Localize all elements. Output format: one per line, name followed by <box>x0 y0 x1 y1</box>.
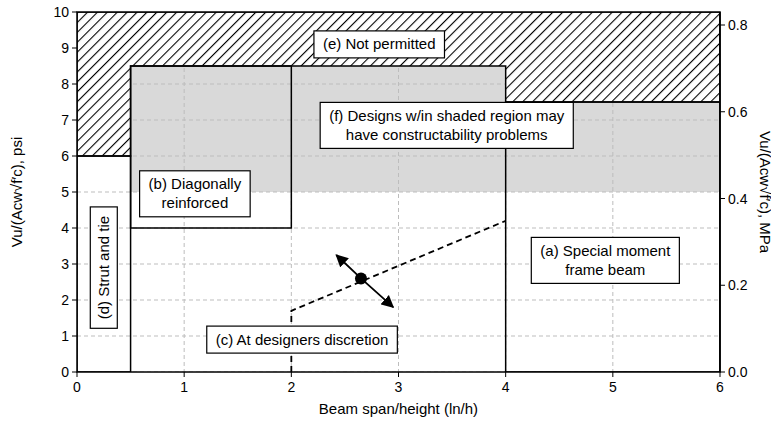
chart: 0 1 2 3 4 5 6 0 1 2 3 4 5 6 7 8 9 10 0.0 0.2 0.4 0.6 0.8 Beam s… <box>0 0 771 433</box>
y2-tick-label: 0.6 <box>728 104 748 120</box>
x-tick <box>720 372 721 377</box>
y-tick <box>72 228 77 229</box>
region-label: (b) Diagonally reinforced <box>140 171 251 217</box>
x-tick <box>505 372 506 377</box>
y2-axis-line <box>719 12 721 372</box>
marker <box>355 272 367 284</box>
region-label-inner: (a) Special moment frame beam <box>531 237 679 283</box>
y-tick-label: 7 <box>61 112 69 128</box>
y-tick-label: 9 <box>61 40 69 56</box>
region-label-box <box>207 326 398 353</box>
x-tick-label: 3 <box>395 379 403 395</box>
x-tick-label: 6 <box>716 379 724 395</box>
region-label: (e) Not permitted <box>314 31 445 58</box>
y-tick <box>72 12 77 13</box>
region-label: (c) At designers discretion <box>207 326 398 353</box>
x-tick-label: 2 <box>287 379 295 395</box>
region-label: (a) Special moment frame beam <box>531 237 679 283</box>
region-label-text: (a) Special moment <box>540 242 671 259</box>
y2-tick-label: 0.0 <box>728 364 748 380</box>
y-tick-label: 6 <box>61 148 69 164</box>
y-tick <box>72 336 77 337</box>
y-tick-label: 8 <box>61 76 69 92</box>
y-grid-line <box>77 156 720 157</box>
x-tick-label: 4 <box>502 379 510 395</box>
region-label: (f) Designs w/in shaded region may have c… <box>320 102 573 148</box>
region-outline <box>131 66 292 228</box>
y-tick-label: 0 <box>61 364 69 380</box>
region-label-box <box>314 31 445 58</box>
plot-frame <box>77 12 720 372</box>
y2-tick-label: 0.2 <box>728 277 748 293</box>
region-label-text: (e) Not permitted <box>323 35 436 52</box>
y-tick <box>72 372 77 373</box>
region-label-inner: (f) Designs w/in shaded region may have c… <box>320 102 573 148</box>
y-tick-label: 1 <box>61 328 69 344</box>
y2-tick-label: 0.8 <box>728 17 748 33</box>
region-label-inner: (d) Strut and tie <box>90 207 117 328</box>
region-label-text: (d) Strut and tie <box>95 216 112 319</box>
y-tick-label: 2 <box>61 292 69 308</box>
y-tick-label: 3 <box>61 256 69 272</box>
x-tick <box>291 372 292 377</box>
region-outline <box>77 156 131 372</box>
region-label-text: have constructability problems <box>346 126 548 143</box>
y-tick-label: 4 <box>61 220 69 236</box>
x-tick <box>612 372 613 377</box>
region-label-text: (f) Designs w/in shaded region may <box>329 107 565 124</box>
region-label-inner: (c) At designers discretion <box>207 326 398 353</box>
region-label-box <box>90 207 117 328</box>
y2-axis-label: Vu/(Acw√f′c), MPa <box>757 131 771 254</box>
y-tick <box>72 264 77 265</box>
hatched-region <box>77 12 720 156</box>
y-tick-label: 5 <box>61 184 69 200</box>
y-grid-line <box>77 300 720 301</box>
y2-tick-label: 0.4 <box>728 191 748 207</box>
y-tick-label: 10 <box>53 4 69 20</box>
x-tick <box>184 372 185 377</box>
y-tick <box>72 192 77 193</box>
x-axis-label: Beam span/height (ln/h) <box>319 400 478 417</box>
y-tick <box>72 120 77 121</box>
region-label-inner: (b) Diagonally reinforced <box>140 171 251 217</box>
y-grid-line <box>77 336 720 337</box>
x-tick <box>398 372 399 377</box>
region-label-text: (c) At designers discretion <box>216 331 389 348</box>
region-label-text: reinforced <box>162 194 229 211</box>
x-tick <box>77 372 78 377</box>
data-group <box>77 12 720 372</box>
y-tick <box>72 300 77 301</box>
x-tick-label: 1 <box>180 379 188 395</box>
x-grid-line <box>720 12 721 372</box>
x-tick-label: 0 <box>73 379 81 395</box>
region-label-box <box>140 171 251 217</box>
x-tick-label: 5 <box>609 379 617 395</box>
plot-bg <box>77 12 720 372</box>
region-label-text: (b) Diagonally <box>149 175 242 192</box>
region-label-inner: (e) Not permitted <box>314 31 445 58</box>
region-label-text: frame beam <box>565 261 645 278</box>
double-arrow <box>336 255 393 307</box>
y-axis-label: Vu/(Acw√f′c), psi <box>8 137 25 248</box>
region-label-box <box>531 237 679 283</box>
y-tick <box>72 48 77 49</box>
region-label: (d) Strut and tie <box>90 207 117 328</box>
y-tick <box>72 156 77 157</box>
region-label-box <box>320 102 573 148</box>
y-tick <box>72 84 77 85</box>
